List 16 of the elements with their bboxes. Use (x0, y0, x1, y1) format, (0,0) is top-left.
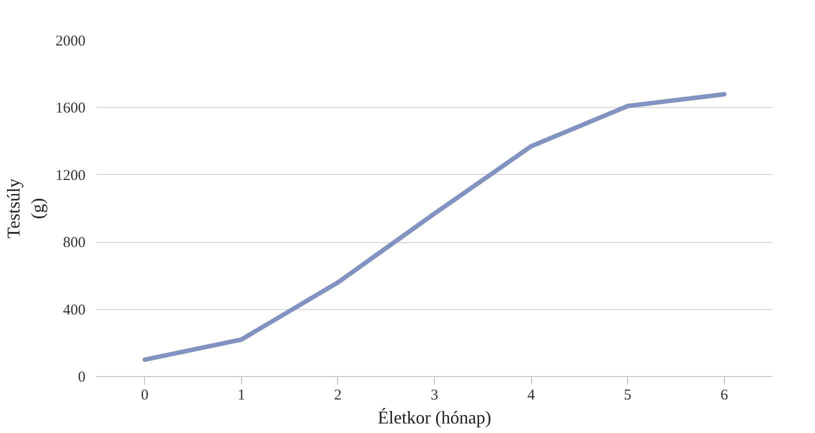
y-tick-label: 800 (63, 235, 86, 252)
y-tick-label: 1200 (56, 168, 86, 184)
y-axis-title: Testsúly (g) (4, 178, 48, 238)
x-tick-label: 2 (334, 388, 342, 404)
y-tick-label: 1600 (56, 100, 86, 117)
x-tick-label: 1 (238, 388, 246, 404)
x-tick-label: 6 (720, 388, 728, 404)
line-series (142, 92, 726, 362)
x-axis-title: Életkor (hónap) (378, 408, 492, 428)
x-tick-label: 0 (141, 388, 149, 404)
x-tick-label: 3 (430, 388, 438, 404)
y-tick-label: 2000 (56, 34, 86, 50)
x-tick-label: 4 (527, 388, 536, 404)
y-tick-label: 400 (63, 302, 86, 318)
x-tick-label: 5 (624, 388, 632, 404)
y-tick-label: 0 (78, 370, 86, 386)
